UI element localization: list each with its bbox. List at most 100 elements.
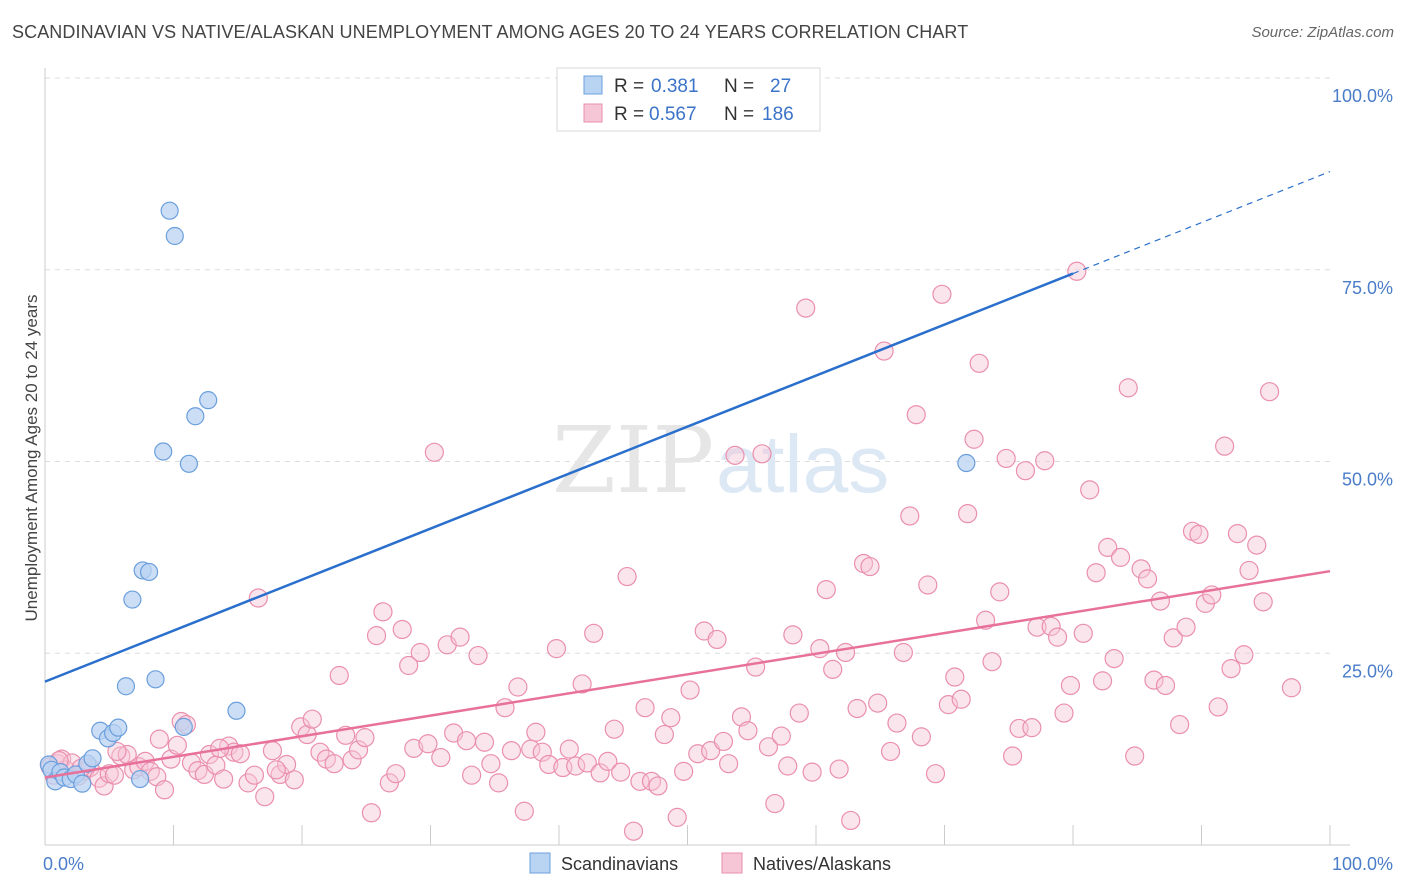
native-point-90	[598, 751, 618, 771]
native-point-62	[418, 734, 438, 754]
watermark-zip: ZIP	[552, 407, 714, 514]
native-point-176	[1150, 591, 1170, 611]
scandinavian-point-14	[116, 677, 136, 696]
native-point-52	[355, 728, 375, 748]
native-point-166	[1086, 563, 1106, 583]
native-point-44	[302, 709, 322, 729]
legend-r-value-2: 0.567	[649, 104, 697, 125]
native-point-131	[860, 556, 880, 577]
native-point-34	[238, 773, 258, 793]
x-tick-labels: 0.0% 100.0%	[43, 854, 1393, 874]
scandinavian-point-22	[165, 226, 184, 246]
series-scandinavians	[39, 201, 976, 793]
native-point-161	[1054, 703, 1074, 723]
y-tick-label-2: 75.0%	[1342, 278, 1393, 298]
native-point-177	[1155, 675, 1176, 696]
native-point-118	[778, 756, 798, 776]
native-point-51	[348, 740, 369, 760]
scandinavian-point-21	[160, 201, 179, 220]
scandinavian-point-18	[139, 562, 159, 582]
y-tick-labels: 25.0% 50.0% 75.0% 100.0%	[1332, 86, 1393, 681]
native-point-67	[450, 627, 470, 647]
scandinavian-point-13	[109, 718, 128, 737]
trend-line-scandinavians-extension	[1072, 171, 1331, 275]
native-point-158	[1035, 451, 1055, 471]
native-point-55	[373, 602, 393, 622]
native-point-112	[738, 721, 758, 741]
native-point-84	[559, 739, 579, 759]
native-point-58	[392, 619, 412, 640]
native-point-190	[1239, 560, 1259, 581]
native-point-119	[783, 625, 803, 645]
native-point-82	[546, 639, 567, 659]
legend-swatch-natives	[583, 103, 603, 123]
native-point-47	[324, 754, 344, 774]
native-point-99	[654, 724, 674, 745]
native-point-155	[1015, 461, 1036, 481]
native-point-138	[906, 405, 926, 425]
native-point-89	[590, 763, 610, 783]
native-point-180	[1176, 617, 1196, 637]
native-point-60	[404, 738, 424, 758]
native-point-142	[932, 284, 952, 304]
scandinavian-point-15	[123, 590, 142, 609]
native-point-188	[1227, 523, 1248, 544]
native-point-117	[771, 726, 791, 746]
trend-lines	[44, 171, 1331, 779]
native-point-169	[1104, 649, 1124, 669]
native-point-145	[951, 689, 971, 709]
legend-n-label-1: N =	[724, 76, 754, 97]
y-tick-label-3: 100.0%	[1332, 86, 1393, 106]
native-point-159	[1041, 616, 1061, 637]
trend-line-scandinavians	[44, 272, 1074, 683]
native-point-175	[1144, 670, 1164, 690]
native-point-93	[617, 566, 637, 587]
native-point-186	[1215, 436, 1235, 456]
native-point-198	[149, 729, 169, 749]
native-point-40	[276, 754, 297, 775]
native-point-128	[841, 810, 861, 831]
watermark-atlas: atlas	[716, 419, 889, 510]
native-point-167	[1092, 671, 1113, 691]
native-point-87	[577, 753, 597, 773]
native-point-136	[893, 642, 913, 663]
native-point-151	[990, 582, 1010, 602]
native-point-70	[468, 645, 488, 666]
legend-series: Scandinavians Natives/Alaskans	[529, 852, 891, 874]
native-point-125	[823, 659, 843, 679]
axes	[44, 68, 1350, 846]
native-point-77	[514, 801, 534, 821]
legend-bottom-swatch-scandinavians	[529, 852, 551, 874]
native-point-114	[752, 444, 772, 464]
native-point-193	[1260, 382, 1280, 402]
native-point-192	[1253, 592, 1273, 612]
native-point-85	[566, 756, 586, 776]
native-point-173	[1131, 559, 1151, 579]
native-point-12	[104, 765, 124, 785]
native-point-146	[958, 504, 978, 524]
chart-title: SCANDINAVIAN VS NATIVE/ALASKAN UNEMPLOYM…	[12, 22, 969, 42]
native-point-98	[648, 776, 668, 796]
native-point-191	[1247, 535, 1267, 555]
native-point-148	[969, 353, 989, 373]
scandinavian-point-27	[227, 701, 246, 720]
source-label: Source: ZipAtlas.com	[1251, 24, 1394, 41]
native-point-197	[107, 741, 127, 762]
y-tick-label-1: 50.0%	[1342, 470, 1393, 490]
scandinavian-point-23	[174, 717, 193, 736]
grid-lines	[45, 77, 1330, 654]
native-point-110	[725, 445, 745, 465]
native-point-134	[880, 741, 901, 762]
native-point-76	[508, 677, 528, 697]
native-point-172	[1125, 746, 1145, 766]
native-point-127	[835, 642, 856, 663]
native-point-53	[361, 803, 381, 823]
legend-correlation: R = 0.381 N = 27 R = 0.567 N = 186	[556, 67, 821, 132]
native-point-79	[526, 722, 546, 742]
scandinavian-point-26	[199, 391, 218, 410]
native-point-54	[366, 626, 387, 646]
native-point-50	[342, 750, 362, 770]
native-point-156	[1022, 718, 1042, 738]
native-point-115	[758, 737, 779, 757]
native-point-107	[707, 629, 727, 650]
